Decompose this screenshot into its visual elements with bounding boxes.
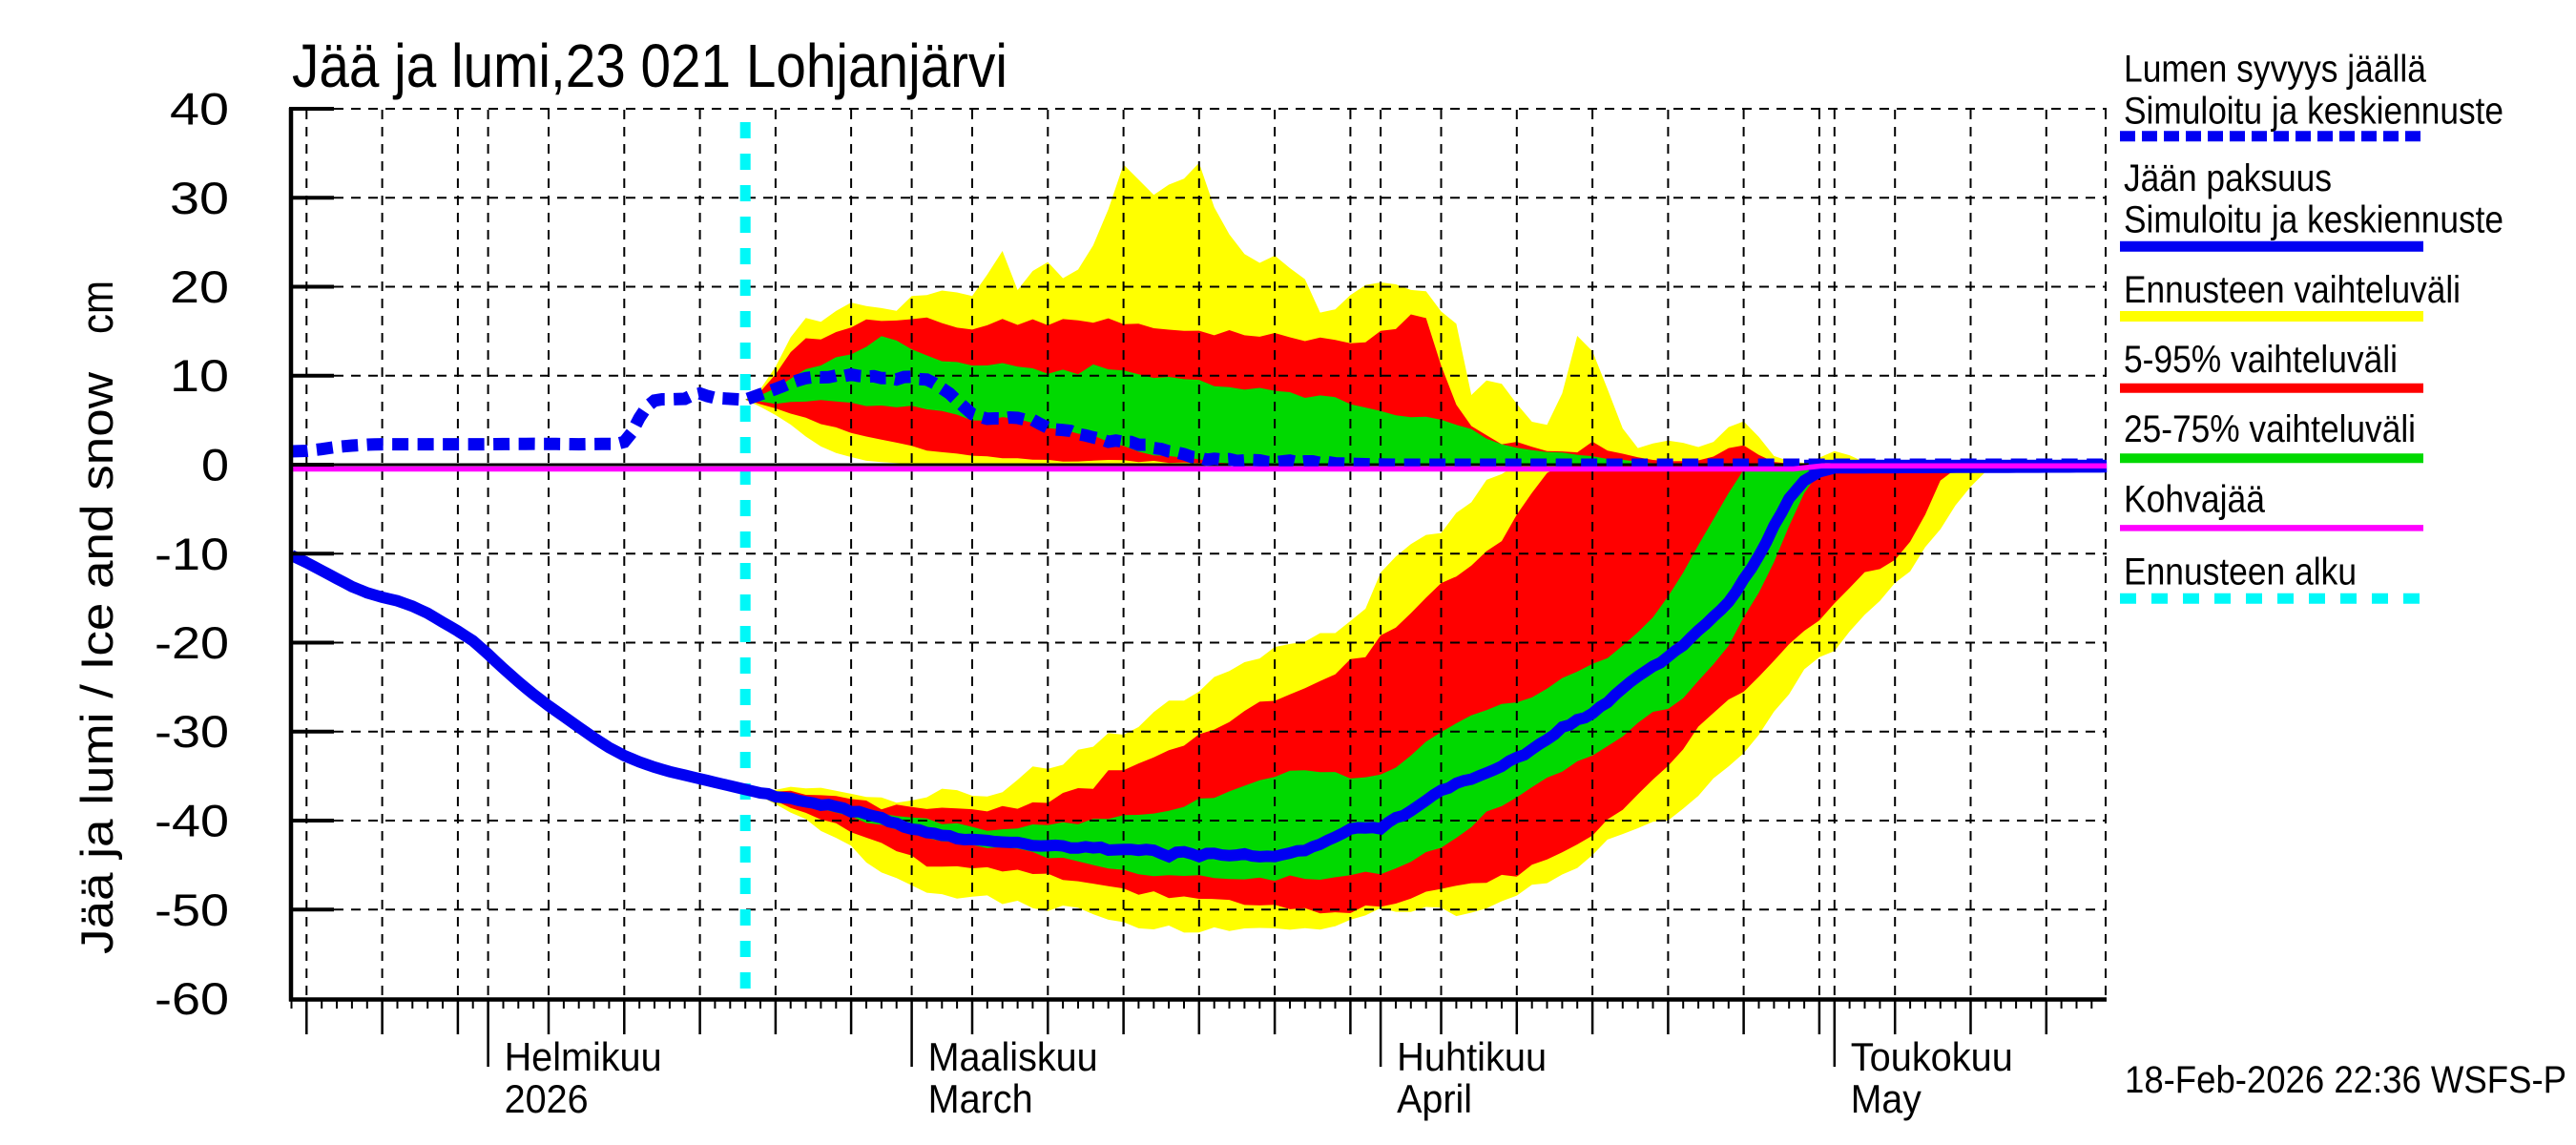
svg-text:5-95% vaihteluväli: 5-95% vaihteluväli xyxy=(2124,339,2398,381)
svg-text:-10: -10 xyxy=(155,529,229,579)
svg-text:Simuloitu ja keskiennuste: Simuloitu ja keskiennuste xyxy=(2124,199,2503,241)
svg-text:Lumen syvyys jäällä: Lumen syvyys jäällä xyxy=(2124,49,2427,91)
svg-text:April: April xyxy=(1397,1076,1472,1121)
svg-text:Helmikuu: Helmikuu xyxy=(505,1034,662,1079)
svg-text:Jää ja lumi / Ice and snow: Jää ja lumi / Ice and snow xyxy=(72,371,122,954)
svg-text:cm: cm xyxy=(72,281,122,334)
svg-text:Jää ja lumi,23 021 Lohjanjärvi: Jää ja lumi,23 021 Lohjanjärvi xyxy=(292,31,1008,100)
svg-text:Ennusteen alku: Ennusteen alku xyxy=(2124,552,2357,593)
svg-text:30: 30 xyxy=(170,173,229,223)
svg-text:20: 20 xyxy=(170,261,229,312)
svg-text:10: 10 xyxy=(170,350,229,401)
svg-text:40: 40 xyxy=(170,84,229,135)
svg-text:May: May xyxy=(1851,1076,1922,1121)
svg-text:Ennusteen vaihteluväli: Ennusteen vaihteluväli xyxy=(2124,269,2461,311)
svg-text:-60: -60 xyxy=(155,973,229,1024)
svg-text:Kohvajää: Kohvajää xyxy=(2124,478,2266,520)
svg-text:-50: -50 xyxy=(155,885,229,935)
svg-text:Maaliskuu: Maaliskuu xyxy=(928,1034,1098,1079)
svg-text:25-75% vaihteluväli: 25-75% vaihteluväli xyxy=(2124,408,2416,450)
svg-text:-40: -40 xyxy=(155,796,229,846)
svg-text:Toukokuu: Toukokuu xyxy=(1851,1034,2013,1079)
svg-text:18-Feb-2026 22:36 WSFS-P: 18-Feb-2026 22:36 WSFS-P xyxy=(2125,1059,2566,1101)
svg-text:-30: -30 xyxy=(155,706,229,757)
svg-text:-20: -20 xyxy=(155,617,229,668)
svg-text:March: March xyxy=(928,1076,1033,1121)
svg-text:2026: 2026 xyxy=(505,1076,589,1121)
svg-text:Huhtikuu: Huhtikuu xyxy=(1397,1034,1547,1079)
svg-text:0: 0 xyxy=(201,440,229,490)
svg-text:Jään paksuus: Jään paksuus xyxy=(2124,157,2332,199)
svg-text:Simuloitu ja keskiennuste: Simuloitu ja keskiennuste xyxy=(2124,91,2503,133)
